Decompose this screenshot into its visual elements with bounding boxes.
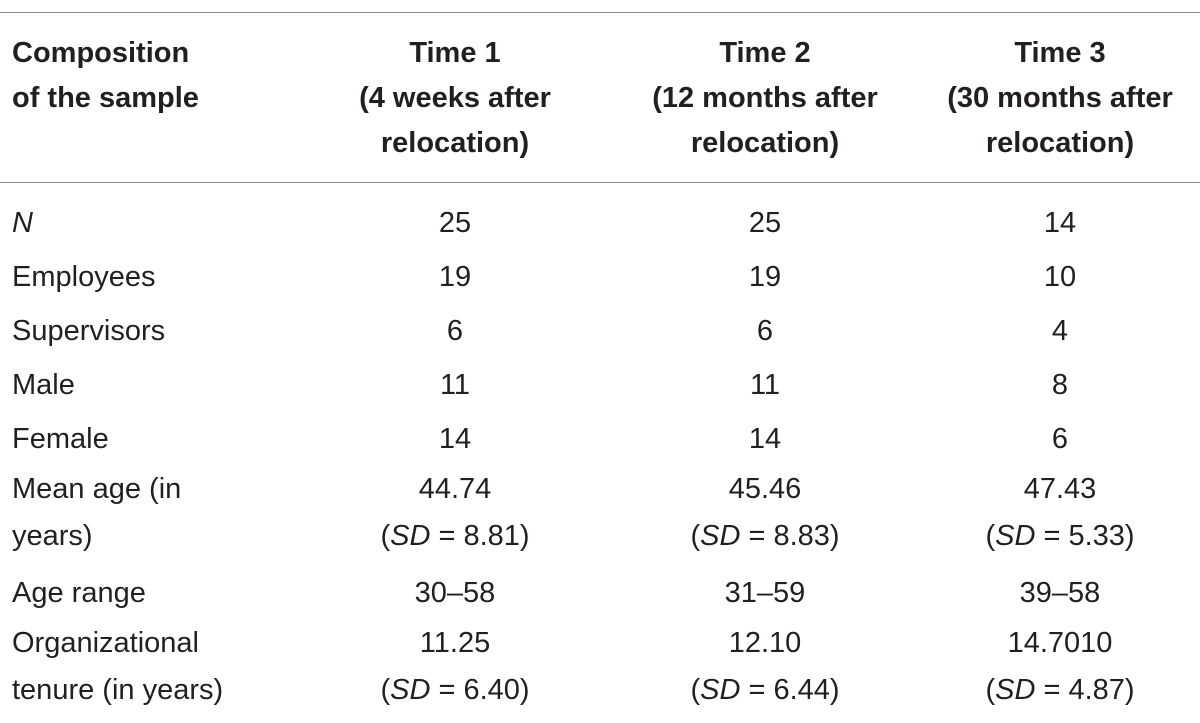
table-body: N 25 25 14 Employees 19 19 10 Supervisor… (0, 196, 1200, 714)
row-label: Age range (12, 577, 146, 609)
row-label: Mean age (in years) (12, 473, 182, 552)
cell-time-1: 11 (439, 369, 471, 401)
cell-time-2: 45.46 (SD = 8.83) (690, 473, 840, 552)
cell-time-2: 31–59 (724, 577, 806, 609)
header-rule (0, 182, 1200, 183)
header-composition: Composition of the sample (12, 37, 199, 114)
cell-time-2: 11 (749, 369, 781, 401)
cell-time-1: 6 (446, 315, 464, 347)
header-time-1: Time 1 (4 weeks after relocation) (359, 37, 551, 159)
row-label: Organizational tenure (in years) (12, 627, 224, 706)
table-row-employees: Employees 19 19 10 (0, 250, 1200, 304)
cell-time-2: 25 (748, 207, 782, 239)
table-row-supervisors: Supervisors 6 6 4 (0, 304, 1200, 358)
table-header: Composition of the sample Time 1 (4 week… (0, 31, 1200, 166)
cell-time-3: 47.43 (SD = 5.33) (985, 473, 1135, 552)
top-rule (0, 12, 1200, 13)
table-row-n: N 25 25 14 (0, 196, 1200, 250)
table-row-female: Female 14 14 6 (0, 412, 1200, 466)
row-label: Female (12, 423, 109, 455)
cell-time-2: 6 (756, 315, 774, 347)
cell-time-3: 14.7010 (SD = 4.87) (985, 627, 1135, 706)
cell-time-2: 14 (748, 423, 782, 455)
header-time-3: Time 3 (30 months after relocation) (947, 37, 1173, 159)
header-time-2: Time 2 (12 months after relocation) (652, 37, 878, 159)
table-row-male: Male 11 11 8 (0, 358, 1200, 412)
table-row-age-range: Age range 30–58 31–59 39–58 (0, 566, 1200, 620)
cell-time-1: 11.25 (SD = 6.40) (380, 627, 530, 706)
cell-time-3: 14 (1043, 207, 1077, 239)
cell-time-1: 44.74 (SD = 8.81) (380, 473, 530, 552)
cell-time-2: 19 (748, 261, 782, 293)
cell-time-3: 39–58 (1019, 577, 1101, 609)
cell-time-3: 6 (1051, 423, 1069, 455)
cell-time-3: 10 (1043, 261, 1077, 293)
cell-time-3: 4 (1051, 315, 1069, 347)
row-label: Male (12, 369, 75, 401)
cell-time-1: 14 (438, 423, 472, 455)
cell-time-3: 8 (1051, 369, 1069, 401)
cell-time-1: 25 (438, 207, 472, 239)
row-label: N (12, 207, 33, 239)
cell-time-2: 12.10 (SD = 6.44) (690, 627, 840, 706)
table-row-tenure: Organizational tenure (in years) 11.25 (… (0, 620, 1200, 714)
cell-time-1: 30–58 (414, 577, 496, 609)
cell-time-1: 19 (438, 261, 472, 293)
row-label: Supervisors (12, 315, 166, 347)
row-label: Employees (12, 261, 156, 293)
table-row-mean-age: Mean age (in years) 44.74 (SD = 8.81) 45… (0, 466, 1200, 560)
